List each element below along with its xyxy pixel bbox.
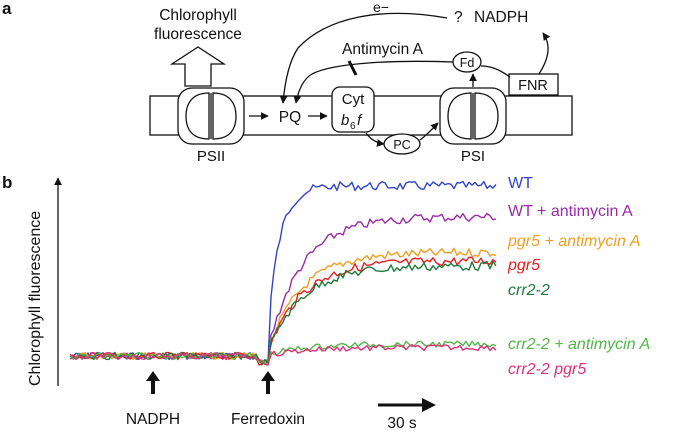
psii-complex — [177, 87, 245, 145]
trace-wt — [69, 180, 497, 365]
fd-label: Fd — [460, 56, 475, 70]
ferredoxin-arrow-icon — [261, 371, 275, 394]
panel-b-label: b — [2, 173, 12, 192]
electron-label: e− — [373, 0, 389, 15]
cyt-sub-label: 6 — [350, 121, 356, 132]
cyt-b6f-box — [331, 86, 375, 133]
legend-crr22-antimycin-text: crr2-2 + antimycin A — [508, 336, 650, 353]
ferredoxin-addition-label: Ferredoxin — [231, 411, 305, 428]
trace-wt-antimycin-a — [69, 212, 497, 364]
pc-ellipse — [383, 133, 421, 155]
nadph-addition-label: NADPH — [126, 411, 180, 428]
legend-pgr5-antimycin: pgr5 + antimycin A — [507, 233, 640, 250]
panel-b: b Chlorophyll fluorescence WT WT + antim… — [2, 173, 650, 432]
cyt-to-pc-arrow — [365, 132, 385, 147]
cyt-label: Cyt — [342, 91, 365, 108]
pq-label: PQ — [279, 109, 301, 126]
fnr-label: FNR — [518, 78, 548, 94]
fd-to-fnr-line — [480, 65, 511, 78]
nadph-arrow-icon — [146, 371, 160, 394]
panel-a: a Chlorophyll fluorescence PSII PSI PQ — [2, 0, 573, 165]
legend-pgr5: pgr5 — [507, 257, 540, 274]
trace-crr2-2-pgr5 — [69, 344, 497, 366]
trace-pgr5 — [69, 256, 497, 366]
fnr-box — [508, 73, 559, 96]
panel-a-label: a — [2, 0, 12, 18]
psi-complex — [439, 87, 507, 145]
pc-to-psi-arrow — [419, 122, 439, 141]
y-axis-label: Chlorophyll fluorescence — [27, 211, 44, 386]
fd-to-pq-arrow — [293, 60, 454, 104]
fnr-to-nadph-arrow — [538, 32, 551, 75]
fluorescence-label-line2: fluorescence — [154, 26, 242, 43]
legend-pgr5-text: pgr5 — [507, 257, 540, 274]
traces — [69, 180, 497, 366]
legend-wt-text: WT — [508, 175, 533, 192]
time-scale-label: 30 s — [387, 415, 417, 432]
psii-label: PSII — [197, 148, 225, 165]
trace-crr2-2-antimycin-a — [69, 340, 497, 366]
cyt-b-label: b — [341, 112, 349, 129]
legend-wt-antimycin: WT + antimycin A — [508, 203, 633, 220]
fluorescence-label-line1: Chlorophyll — [159, 7, 237, 24]
fluorescence-arrow-icon — [169, 46, 227, 87]
legend-pgr5-antimycin-text: pgr5 + antimycin A — [507, 233, 640, 250]
legend-crr22-pgr5-text: crr2-2 pgr5 — [508, 361, 586, 378]
question-mark: ? — [454, 9, 463, 26]
time-scale-arrowhead — [422, 398, 436, 412]
legend-wt: WT — [508, 175, 533, 192]
cyt-f-label: f — [357, 112, 363, 129]
nadph-to-pq-arrow — [279, 12, 448, 104]
legend-wt-antimycin-text: WT + antimycin A — [508, 203, 633, 220]
legend-crr22-antimycin: crr2-2 + antimycin A — [508, 336, 650, 353]
antimycin-inhibition-bar — [347, 60, 358, 76]
antimycin-label: Antimycin A — [342, 41, 424, 58]
pc-label: PC — [393, 138, 410, 152]
legend-crr22-pgr5: crr2-2 pgr5 — [508, 361, 586, 378]
nadph-label-top: NADPH — [474, 9, 528, 26]
legend-crr22-text: crr2-2 — [508, 282, 550, 299]
psi-label: PSI — [461, 148, 485, 165]
legend-crr22: crr2-2 — [508, 282, 550, 299]
